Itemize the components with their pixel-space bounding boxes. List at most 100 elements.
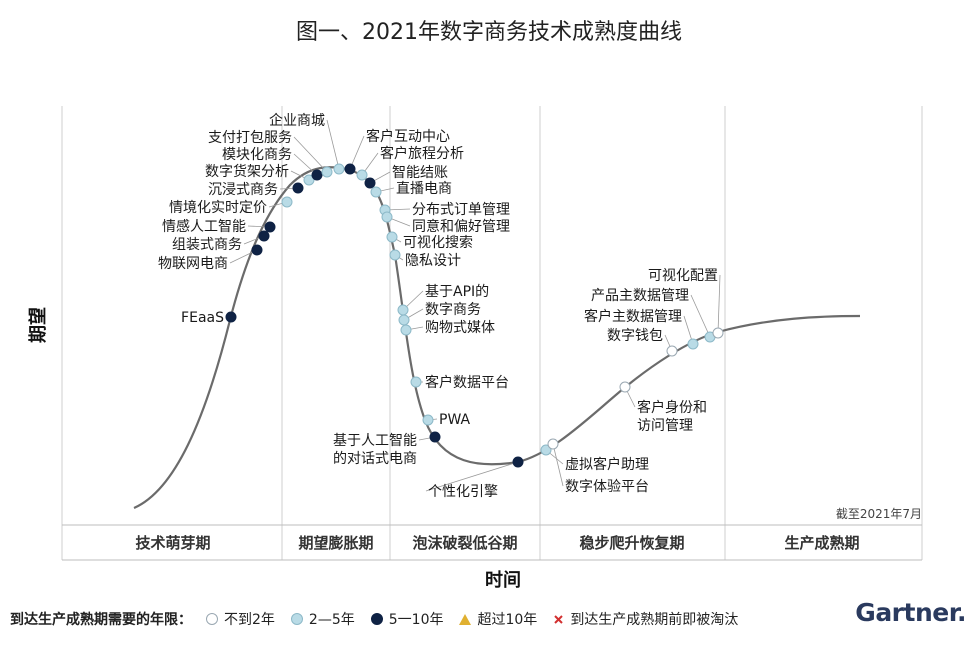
legend-marker-5to10: [370, 613, 383, 625]
point-label: 隐私设计: [405, 253, 461, 269]
phase-label-3: 稳步爬升恢复期: [579, 534, 684, 552]
legend-text-5to10: 5一10年: [388, 612, 444, 628]
point-marker: [356, 169, 368, 181]
y-axis-label: 期望: [27, 307, 49, 343]
legend-marker-obsolete: [554, 614, 564, 624]
leader-line: [425, 461, 519, 492]
legend-item-gt10: 超过10年: [459, 609, 537, 629]
point-marker: [321, 166, 333, 178]
x-axis-label: 时间: [485, 570, 521, 591]
point-marker: [251, 244, 263, 256]
leader-line: [349, 135, 365, 170]
point-marker: [687, 338, 699, 350]
chart-title: 图一、2021年数字商务技术成熟度曲线: [296, 20, 682, 45]
point-marker: [381, 211, 393, 223]
point-marker: [386, 231, 398, 243]
legend-item-lt2: 不到2年: [206, 609, 275, 629]
point-label: 数字商务: [425, 302, 481, 318]
date-note: 截至2021年7月: [836, 507, 922, 521]
gartner-logo: Gartner.: [855, 598, 966, 627]
point-label: 客户主数据管理: [584, 308, 682, 325]
point-label: 客户旅程分析: [380, 145, 464, 162]
point-marker: [512, 456, 524, 468]
point-marker: [333, 163, 345, 175]
technology-points: [225, 163, 724, 468]
point-label: 智能结账: [392, 165, 448, 181]
legend-item-obsolete: 到达生产成熟期前即被淘汰: [553, 609, 738, 629]
point-label: 客户互动中心: [366, 128, 450, 145]
point-marker: [281, 196, 293, 208]
point-label: 基于人工智能的对话式电商: [333, 432, 417, 467]
point-label: 企业商城: [269, 112, 325, 129]
point-label: 组装式商务: [172, 237, 242, 253]
point-marker: [666, 345, 678, 357]
legend-text-lt2: 不到2年: [224, 612, 275, 628]
point-label: 模块化商务: [222, 147, 292, 163]
phase-label-0: 技术萌芽期: [135, 534, 210, 552]
legend-text-gt10: 超过10年: [477, 612, 538, 628]
point-label: 数字钱包: [607, 328, 663, 344]
point-label: 基于API的: [425, 283, 489, 300]
point-marker: [400, 324, 412, 336]
point-label: 数字体验平台: [565, 479, 649, 495]
chart-frame: [61, 106, 923, 561]
point-marker: [619, 381, 631, 393]
hype-curve: [133, 166, 861, 510]
point-marker: [540, 444, 552, 456]
legend-marker-2to5: [290, 613, 303, 625]
point-label: 沉浸式商务: [208, 182, 278, 198]
point-label: 直播电商: [396, 180, 452, 197]
point-marker: [311, 169, 323, 181]
leader-line: [717, 274, 721, 334]
point-label: 购物式媒体: [425, 320, 495, 336]
point-label: 虚拟客户助理: [565, 456, 649, 473]
point-label: 可视化搜索: [403, 234, 473, 251]
legend: 到达生产成熟期需要的年限： 不到2年 2—5年 5一10年 超过10年 到达生产…: [10, 606, 850, 632]
point-marker: [547, 438, 559, 450]
leader-line: [293, 136, 328, 173]
point-marker: [397, 304, 409, 316]
legend-item-5to10: 5一10年: [370, 609, 444, 629]
point-label: 情感人工智能: [162, 218, 246, 235]
point-label: 客户数据平台: [425, 374, 509, 391]
point-marker: [292, 182, 304, 194]
point-label: 支付打包服务: [208, 129, 292, 146]
point-marker: [389, 249, 401, 261]
point-marker: [364, 177, 376, 189]
point-marker: [429, 431, 441, 443]
point-marker: [370, 186, 382, 198]
legend-marker-gt10: [459, 613, 472, 625]
point-label: 产品主数据管理: [591, 288, 689, 304]
legend-title: 到达生产成熟期需要的年限：: [10, 612, 192, 628]
point-label: FEaaS: [181, 310, 224, 326]
phase-label-1: 期望膨胀期: [298, 534, 373, 552]
point-label: 分布式订单管理: [412, 202, 510, 218]
leader-line: [326, 119, 340, 170]
point-marker: [264, 221, 276, 233]
point-marker: [410, 376, 422, 388]
point-marker: [225, 311, 237, 323]
point-marker: [712, 327, 724, 339]
leader-line: [552, 443, 564, 487]
phase-label-4: 生产成熟期: [784, 534, 859, 552]
legend-text-obsolete: 到达生产成熟期前即被淘汰: [570, 612, 739, 628]
phase-labels: 技术萌芽期 期望膨胀期 泡沫破裂低谷期 稳步爬升恢复期 生产成熟期: [135, 534, 859, 552]
point-marker: [303, 174, 315, 186]
point-label: PWA: [439, 412, 471, 428]
point-label: 数字货架分析: [205, 163, 289, 180]
technology-labels: FEaaS 物联网电商 组装式商务 情感人工智能 情境化实时定价 沉浸式商务 数字货架分析模…: [158, 112, 718, 500]
point-marker: [398, 314, 410, 326]
point-label: 物联网电商: [158, 256, 228, 272]
point-marker: [422, 414, 434, 426]
point-label: 客户身份和访问管理: [637, 399, 707, 434]
legend-item-2to5: 2—5年: [290, 609, 355, 629]
leader-line: [690, 294, 711, 338]
point-label: 同意和偏好管理: [412, 218, 510, 235]
phase-label-2: 泡沫破裂低谷期: [412, 534, 517, 552]
point-label: 个性化引擎: [428, 484, 498, 500]
point-label: 情境化实时定价: [169, 200, 267, 216]
legend-marker-lt2: [206, 613, 218, 625]
point-label: 可视化配置: [648, 268, 718, 284]
point-marker: [344, 163, 356, 175]
